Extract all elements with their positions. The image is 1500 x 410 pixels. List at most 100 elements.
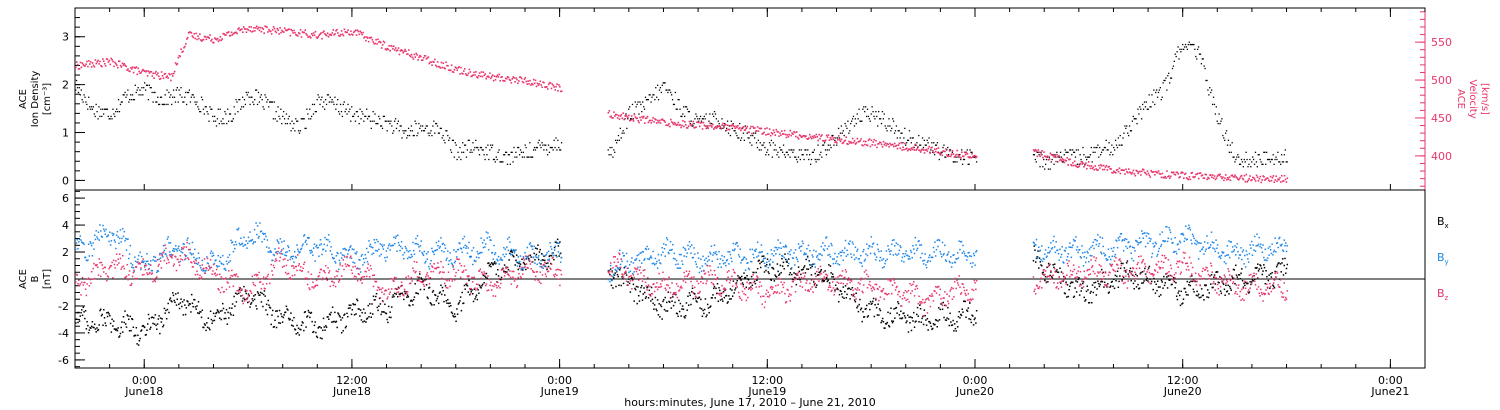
- velocity-point: [974, 154, 976, 157]
- bx-point: [409, 304, 411, 307]
- bx-point: [308, 311, 310, 314]
- bx-point: [117, 327, 119, 329]
- by-point: [204, 270, 207, 272]
- bx-point: [747, 278, 750, 281]
- density-point: [895, 125, 898, 127]
- by-point: [359, 259, 361, 261]
- density-point: [908, 130, 911, 132]
- by-point: [448, 260, 451, 262]
- bx-point: [619, 269, 621, 271]
- by-point: [788, 250, 791, 253]
- by-point: [243, 244, 246, 246]
- velocity-point: [853, 139, 856, 142]
- density-point: [1235, 158, 1237, 161]
- velocity-point: [1110, 168, 1112, 170]
- by-point: [700, 270, 703, 272]
- bx-point: [975, 322, 977, 324]
- by-point: [216, 266, 219, 268]
- bx-point: [279, 322, 282, 324]
- velocity-point: [695, 126, 697, 128]
- density-point: [269, 101, 272, 103]
- by-point: [771, 253, 773, 255]
- bx-point: [678, 310, 681, 313]
- velocity-point: [227, 31, 229, 34]
- velocity-point: [373, 42, 376, 45]
- velocity-point: [1076, 166, 1079, 169]
- bx-point: [368, 303, 371, 305]
- density-point: [884, 125, 886, 127]
- bx-point: [824, 270, 826, 272]
- by-point: [168, 251, 171, 253]
- velocity-point: [614, 115, 616, 117]
- bx-point: [334, 311, 336, 314]
- by-point: [751, 248, 754, 251]
- density-point: [658, 89, 661, 91]
- by-point: [747, 267, 750, 270]
- density-point: [781, 149, 783, 151]
- bx-point: [225, 308, 228, 311]
- by-point: [256, 225, 259, 227]
- bx-point: [646, 286, 648, 289]
- bx-point: [277, 315, 279, 318]
- bx-point: [869, 308, 871, 311]
- velocity-point: [624, 115, 626, 117]
- density-point: [706, 125, 708, 127]
- velocity-point: [462, 70, 465, 72]
- density-point: [1060, 156, 1063, 158]
- density-point: [730, 120, 732, 122]
- bx-point: [684, 314, 687, 317]
- by-point: [666, 239, 669, 241]
- by-point: [651, 262, 654, 265]
- bx-point: [1076, 281, 1079, 283]
- by-point: [443, 251, 445, 253]
- velocity-point: [832, 138, 834, 141]
- velocity-point: [1225, 178, 1228, 181]
- bx-point: [812, 263, 814, 266]
- velocity-point: [545, 86, 547, 88]
- density-point: [1179, 48, 1181, 51]
- by-point: [341, 254, 344, 256]
- velocity-point: [379, 41, 382, 44]
- velocity-point: [276, 27, 279, 30]
- velocity-point: [637, 119, 640, 122]
- by-point: [661, 246, 663, 249]
- density-point: [719, 127, 721, 130]
- by-point: [303, 235, 305, 237]
- bx-point: [233, 295, 235, 298]
- by-point: [234, 241, 237, 243]
- velocity-point: [1257, 179, 1260, 182]
- by-point: [156, 271, 158, 274]
- density-point: [141, 87, 143, 89]
- density-point: [1186, 48, 1189, 51]
- velocity-point: [628, 114, 630, 117]
- velocity-point: [1258, 177, 1261, 180]
- density-point: [743, 139, 746, 142]
- bx-point: [811, 265, 813, 268]
- by-point: [784, 246, 786, 248]
- bx-point: [1067, 295, 1070, 298]
- bx-point: [648, 289, 651, 292]
- velocity-point: [1271, 176, 1274, 179]
- velocity-point: [203, 35, 206, 38]
- density-point: [446, 130, 448, 132]
- density-point: [861, 120, 863, 122]
- bx-point: [462, 302, 465, 304]
- velocity-point: [1060, 160, 1063, 162]
- bx-point: [783, 268, 785, 270]
- velocity-point: [745, 127, 748, 129]
- by-point: [867, 247, 870, 250]
- bx-point: [1125, 262, 1128, 264]
- bx-point: [105, 324, 107, 327]
- bx-point: [780, 271, 782, 274]
- bx-point: [365, 318, 368, 320]
- density-point: [245, 91, 247, 94]
- bx-point: [272, 326, 275, 328]
- velocity-point: [104, 65, 107, 67]
- bx-point: [80, 311, 82, 314]
- velocity-point: [1272, 175, 1275, 177]
- density-point: [1066, 151, 1068, 153]
- density-point: [1044, 163, 1047, 165]
- density-point: [1078, 163, 1080, 165]
- by-point: [236, 228, 238, 231]
- velocity-point: [95, 62, 98, 65]
